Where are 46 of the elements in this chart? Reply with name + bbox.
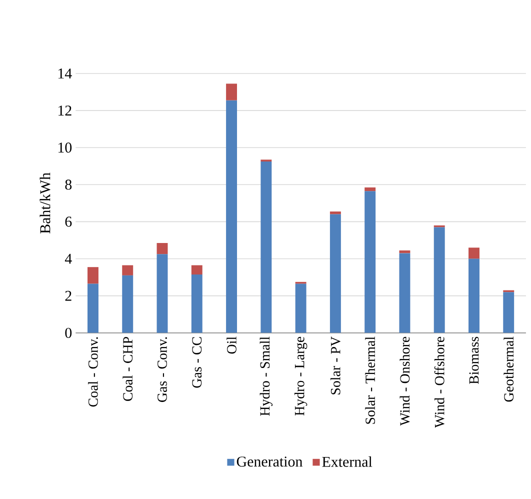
y-tick-label: 0 [65, 328, 72, 338]
x-tick-label: Wind - Onshore [400, 337, 410, 426]
y-tick-label: 14 [58, 68, 72, 79]
bar [364, 191, 376, 334]
x-tick-label: Hydro - Large [294, 337, 308, 416]
y-tick-label: 10 [58, 142, 72, 153]
bar [330, 212, 341, 215]
bar [191, 274, 202, 334]
bar [260, 162, 272, 334]
y-tick-label: 2 [65, 291, 72, 301]
bar [399, 250, 410, 254]
x-tick-label: Wind - Offshore [434, 337, 444, 428]
y-tick-label: 12 [58, 106, 72, 116]
bar [364, 188, 376, 192]
x-tick-label: Oil [226, 336, 236, 354]
bar [191, 265, 202, 275]
bar [87, 267, 98, 284]
bar [468, 248, 480, 259]
y-axis-title: Baht/kWh [40, 172, 50, 234]
bar [330, 214, 341, 334]
x-tick-label: Coal - Conv. [88, 338, 98, 407]
y-tick-label: 6 [65, 216, 72, 227]
bar [122, 276, 134, 334]
bar [226, 84, 238, 101]
x-tick-label: Solar - PV [330, 336, 340, 395]
x-tick-label: Hydro - Small [260, 336, 273, 416]
legend-label: Generation [236, 456, 302, 467]
x-tick-label: Gas - CC [192, 337, 202, 388]
bar [156, 254, 168, 334]
x-tick-label: Geothermal [504, 336, 514, 402]
x-tick-label: Gas - Conv. [158, 338, 167, 402]
legend-label: External [322, 456, 372, 468]
bar [156, 243, 168, 254]
bar [434, 227, 445, 334]
x-tick-label: Coal - CHP [122, 337, 133, 402]
bar [122, 265, 134, 276]
x-tick-label: Biomass [469, 337, 479, 384]
y-tick-label: 8 [65, 180, 72, 190]
bar [87, 284, 98, 334]
bar [468, 258, 480, 334]
x-tick-label: Solar - Thermal [365, 336, 375, 424]
y-tick-label: 4 [64, 254, 72, 264]
bar [226, 100, 238, 334]
bar [503, 292, 514, 334]
bar [295, 284, 306, 334]
bar [399, 253, 410, 334]
